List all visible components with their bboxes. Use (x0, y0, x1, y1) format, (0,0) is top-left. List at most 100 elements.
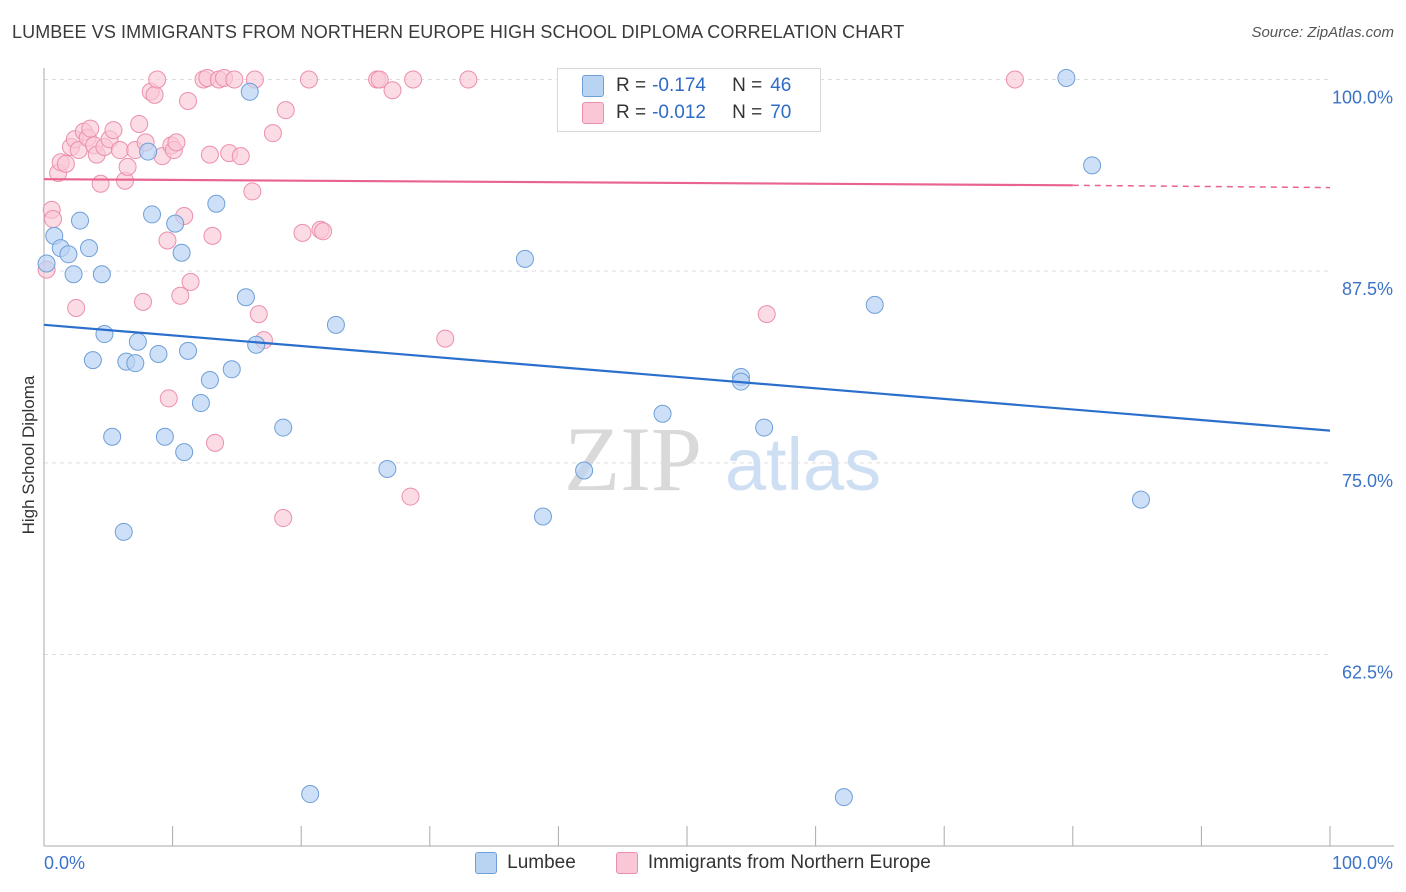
data-point-immigrants (91, 174, 110, 193)
legend-label-immigrants: Immigrants from Northern Europe (647, 852, 931, 873)
legend-item-lumbee[interactable]: Lumbee (475, 852, 576, 874)
data-point-immigrants (56, 154, 75, 173)
stats-row-lumbee: R = -0.174 N = 46 (582, 73, 791, 99)
data-point-lumbee (92, 265, 111, 284)
data-point-immigrants (44, 210, 63, 229)
tick-labels: 62.5% 75.0% 87.5% 100.0% 0.0% 100.0% (44, 88, 1393, 874)
x-tick-label: 100.0% (1332, 853, 1393, 873)
data-point-immigrants (249, 305, 268, 324)
data-point-lumbee (155, 427, 174, 446)
series-lumbee-points (37, 68, 1150, 807)
data-point-immigrants (404, 70, 423, 89)
data-point-lumbee (143, 205, 162, 224)
y-tick-label: 87.5% (1342, 279, 1393, 299)
r-label: R = (616, 102, 647, 123)
data-point-immigrants (243, 182, 262, 201)
data-point-lumbee (95, 325, 114, 344)
data-point-lumbee (59, 245, 78, 264)
data-point-immigrants (206, 433, 225, 452)
trend-line-lumbee (43, 323, 1331, 432)
data-point-immigrants (130, 114, 149, 133)
n-value: 46 (770, 75, 792, 96)
data-point-immigrants (145, 85, 164, 104)
data-point-lumbee (1057, 68, 1076, 87)
data-point-lumbee (64, 265, 83, 284)
data-point-immigrants (104, 121, 123, 140)
data-point-immigrants (158, 231, 177, 250)
n-value: 70 (770, 102, 792, 123)
watermark: ZIP atlas (564, 408, 881, 510)
data-point-lumbee (236, 288, 255, 307)
data-point-immigrants (179, 91, 198, 110)
data-point-immigrants (383, 81, 402, 100)
trend-line-immigrants (43, 178, 1073, 187)
data-point-immigrants (181, 272, 200, 291)
source-label: Source: ZipAtlas.com (1251, 24, 1394, 41)
y-tick-label: 62.5% (1342, 663, 1393, 683)
data-point-lumbee (149, 344, 168, 363)
data-point-lumbee (755, 418, 774, 437)
data-point-lumbee (71, 211, 90, 230)
data-point-lumbee (865, 295, 884, 314)
y-tick-label: 75.0% (1342, 471, 1393, 491)
immigrants-swatch (582, 102, 604, 124)
n-label: N = (732, 75, 763, 96)
data-point-immigrants (757, 305, 776, 324)
data-point-lumbee (200, 371, 219, 390)
data-point-lumbee (80, 239, 99, 258)
data-point-lumbee (1131, 490, 1150, 509)
data-point-lumbee (83, 351, 102, 370)
data-point-lumbee (128, 332, 147, 351)
lumbee-swatch (582, 75, 604, 97)
data-point-immigrants (81, 119, 100, 138)
data-point-lumbee (274, 418, 293, 437)
data-point-immigrants (401, 487, 420, 506)
x-tick-label: 0.0% (44, 853, 85, 873)
data-point-lumbee (126, 354, 145, 373)
data-point-immigrants (67, 298, 86, 317)
data-point-immigrants (276, 101, 295, 120)
data-point-lumbee (179, 341, 198, 360)
data-point-lumbee (139, 142, 158, 161)
data-point-lumbee (114, 522, 133, 541)
n-label: N = (732, 102, 763, 123)
data-point-immigrants (314, 222, 333, 241)
legend-item-immigrants[interactable]: Immigrants from Northern Europe (615, 852, 931, 874)
r-label: R = (616, 75, 647, 96)
data-point-lumbee (207, 194, 226, 213)
data-point-immigrants (171, 286, 190, 305)
data-point-immigrants (293, 223, 312, 242)
data-point-lumbee (103, 427, 122, 446)
data-point-lumbee (575, 461, 594, 480)
data-point-lumbee (326, 315, 345, 334)
data-point-immigrants (118, 157, 137, 176)
data-point-immigrants (436, 329, 455, 348)
data-point-lumbee (378, 459, 397, 478)
data-point-immigrants (134, 292, 153, 311)
y-tick-label: 100.0% (1332, 88, 1393, 108)
immigrants-swatch (615, 852, 638, 874)
series-legend: Lumbee Immigrants from Northern Europe (0, 852, 1406, 874)
data-point-lumbee (37, 254, 56, 273)
watermark-atlas: atlas (725, 423, 881, 506)
data-point-lumbee (653, 404, 672, 423)
stats-legend: R = -0.174 N = 46 R = -0.012 N = 70 (557, 68, 821, 132)
data-point-immigrants (203, 226, 222, 245)
r-value: -0.174 (652, 75, 706, 96)
trend-line-immigrants-extension (1072, 184, 1331, 189)
data-point-immigrants (263, 124, 282, 143)
data-point-lumbee (247, 335, 266, 354)
data-point-immigrants (370, 70, 389, 89)
stats-row-immigrants: R = -0.012 N = 70 (582, 100, 791, 126)
data-point-lumbee (515, 249, 534, 268)
r-value: -0.012 (652, 102, 706, 123)
chart-title: LUMBEE VS IMMIGRANTS FROM NORTHERN EUROP… (12, 22, 905, 42)
watermark-zip: ZIP (564, 408, 702, 510)
data-point-lumbee (301, 785, 320, 804)
axes (43, 68, 1394, 847)
data-point-immigrants (299, 70, 318, 89)
data-point-lumbee (240, 82, 259, 101)
data-point-lumbee (1083, 156, 1102, 175)
data-point-immigrants (167, 133, 186, 152)
